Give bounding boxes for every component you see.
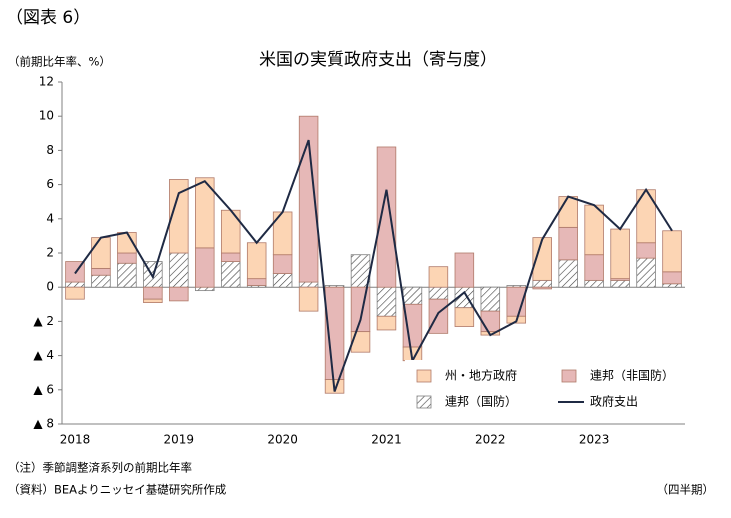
bar (220, 209, 241, 254)
x-tick-label: 2020 (267, 433, 298, 447)
bar (246, 242, 267, 280)
bar (480, 286, 501, 312)
bar (195, 247, 215, 288)
legend-label: 政府支出 (590, 394, 638, 409)
bar (117, 262, 137, 288)
x-tick-label: 2022 (475, 433, 506, 447)
bar (195, 286, 215, 292)
bar (376, 315, 397, 331)
bar (662, 230, 682, 273)
bar (584, 254, 604, 281)
bar (169, 252, 189, 288)
y-axis-label: （前期比年率、%） (8, 55, 111, 69)
x-tick-label: 2021 (371, 433, 402, 447)
bar (532, 279, 552, 288)
legend-label: 連邦（非国防） (590, 368, 674, 383)
bar (610, 279, 630, 288)
y-tick-label: 10 (39, 109, 54, 123)
bar (272, 273, 293, 288)
note: （注）季節調整済系列の前期比年率 (8, 461, 192, 475)
y-tick-label: 0 (46, 280, 54, 294)
bar (584, 204, 604, 256)
bar (662, 283, 682, 288)
bar (143, 298, 163, 303)
legend-label: 州・地方政府 (445, 368, 517, 383)
bar (298, 115, 319, 283)
figure-label: （図表 6） (6, 8, 90, 28)
bar (662, 271, 682, 285)
x-tick-label: 2019 (164, 433, 195, 447)
bar (610, 228, 630, 280)
bar (558, 196, 578, 228)
bar (402, 303, 423, 348)
bar (169, 286, 189, 302)
bar (65, 281, 85, 288)
y-tick-label: 6 (46, 177, 54, 191)
bar (532, 286, 552, 290)
y-tick-label: 2 (46, 246, 54, 260)
y-tick-label: ▲ 2 (33, 314, 54, 328)
line (74, 139, 673, 392)
bar (298, 281, 319, 288)
y-tick-label: 12 (39, 75, 54, 89)
bar (220, 252, 241, 262)
bar (298, 286, 319, 312)
bar (220, 261, 241, 288)
bar (65, 286, 85, 300)
y-tick-label: ▲ 8 (33, 417, 54, 431)
bar (428, 286, 449, 300)
y-tick-label: 4 (46, 211, 54, 225)
bar (558, 226, 578, 261)
bar (636, 189, 656, 244)
chart-title: 米国の実質政府支出（寄与度） (259, 50, 497, 70)
bar (454, 307, 475, 327)
legend-box (405, 360, 683, 420)
legend-swatch (416, 369, 432, 383)
x-tick-label: 2018 (60, 433, 91, 447)
x-tick-label: 2023 (579, 433, 610, 447)
bar (117, 252, 137, 264)
bar (428, 266, 449, 288)
bar (169, 179, 189, 254)
bar (402, 286, 423, 305)
bar (91, 274, 111, 288)
bar (376, 146, 397, 288)
bar (195, 177, 215, 249)
bar (480, 310, 501, 333)
legend-swatch (561, 369, 577, 383)
bar (91, 267, 111, 276)
legend-swatch (416, 395, 432, 409)
bar (246, 278, 267, 286)
bar (584, 279, 604, 288)
bar (454, 252, 475, 288)
bar (272, 254, 293, 274)
bar (350, 286, 371, 333)
note: （資料）BEAよりニッセイ基礎研究所作成 (8, 483, 227, 497)
bar (558, 259, 578, 288)
x-axis-label: （四半期） (657, 483, 715, 497)
bar (636, 257, 656, 288)
bar (350, 331, 371, 353)
bar (428, 298, 449, 334)
bar (376, 286, 397, 317)
y-tick-label: 8 (46, 143, 54, 157)
y-tick-label: ▲ 4 (33, 348, 54, 362)
bar (143, 286, 163, 300)
y-tick-label: ▲ 6 (33, 382, 54, 396)
bar (91, 237, 111, 269)
legend-label: 連邦（国防） (445, 394, 517, 409)
bar (636, 242, 656, 259)
